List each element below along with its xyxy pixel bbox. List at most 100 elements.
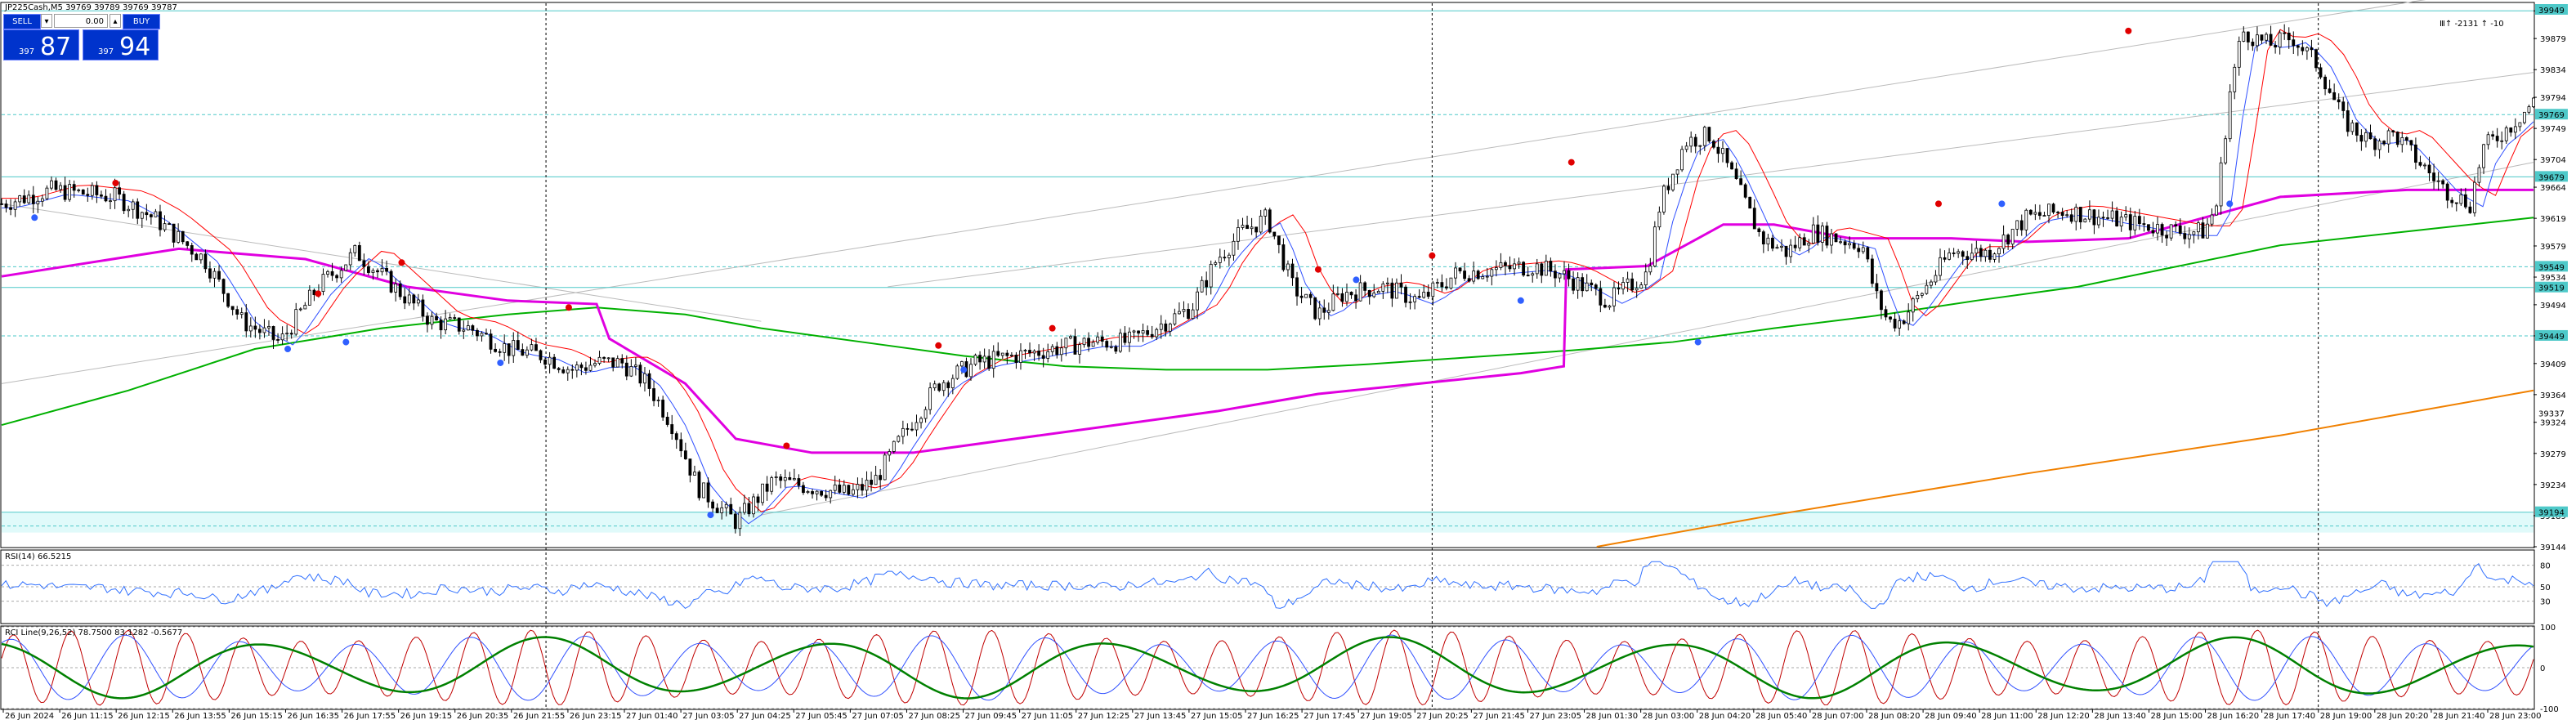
candle-body (856, 484, 860, 490)
candle-body (1581, 277, 1585, 292)
candle-body (1322, 307, 1326, 313)
sell-price-box[interactable]: 397 87 (3, 29, 79, 61)
candle-body (2142, 223, 2146, 226)
candle-body (2056, 212, 2059, 214)
candle-body (1834, 233, 1838, 243)
x-tick-label: 28 Jun 15:00 (2150, 712, 2203, 720)
candle-body (1902, 320, 1906, 324)
candle-body (1028, 350, 1031, 354)
candle-body (915, 422, 919, 431)
candle-body (761, 483, 764, 503)
candle-body (2028, 209, 2033, 215)
x-tick-label: 26 Jun 20:35 (457, 712, 509, 720)
candle-body (466, 325, 470, 331)
green-moving-average (1, 217, 2534, 427)
candle-body (806, 491, 810, 494)
candle-body (2355, 122, 2359, 136)
price-tag (2535, 261, 2568, 272)
candle-body (1880, 290, 1883, 311)
candle-body (1019, 350, 1022, 364)
candle-body (861, 484, 864, 491)
candle-body (620, 358, 624, 364)
sell-button[interactable]: SELL (3, 14, 41, 29)
x-tick-label: 27 Jun 12:25 (1078, 712, 1130, 720)
candle-body (1014, 355, 1018, 364)
candle-body (1517, 262, 1521, 265)
x-tick-label: 26 Jun 23:15 (570, 712, 622, 720)
candle-body (471, 325, 475, 331)
candle-body (122, 194, 126, 212)
candle-body (453, 317, 457, 319)
candle-body (1558, 273, 1562, 279)
candle-body (485, 333, 488, 335)
candle-body (1504, 262, 1507, 266)
price-tag (2535, 281, 2568, 293)
candle-body (294, 309, 298, 335)
candle-body (2482, 144, 2485, 168)
candle-body (45, 187, 49, 199)
candle-body (2201, 222, 2205, 239)
candle-body (330, 271, 334, 276)
candle-body (376, 270, 379, 273)
candle-body (1907, 311, 1911, 324)
candle-body (145, 212, 149, 216)
swing-high-dot (783, 442, 790, 449)
candle-body (1590, 282, 1594, 286)
lot-increase-button[interactable]: ▴ (110, 14, 121, 28)
candle-body (1870, 258, 1874, 284)
candle-body (1114, 346, 1118, 352)
candle-body (2169, 224, 2173, 239)
candle-body (512, 340, 516, 356)
candle-body (2319, 67, 2323, 78)
candle-body (1363, 282, 1367, 291)
candle-body (597, 356, 602, 364)
candle-body (1000, 352, 1004, 356)
candle-body (1761, 231, 1765, 245)
swing-high-dot (935, 342, 942, 349)
candle-body (2051, 203, 2055, 213)
candle-body (2147, 224, 2150, 231)
candle-body (226, 293, 230, 307)
candle-body (1168, 324, 1172, 332)
candle-body (1948, 253, 1951, 260)
candle-body (1313, 297, 1317, 320)
candle-body (2092, 209, 2096, 226)
candle-body (2400, 136, 2404, 145)
candle-body (892, 440, 896, 452)
candle-body (1816, 224, 1820, 243)
price-tag-label: 39194 (2538, 509, 2565, 518)
price-tag (2535, 407, 2568, 418)
lot-size-input[interactable]: 0.00 (54, 14, 108, 28)
candle-body (276, 339, 280, 341)
candle-body (752, 496, 755, 515)
lot-decrease-button[interactable]: ▾ (41, 14, 52, 28)
candle-body (1707, 127, 1711, 142)
candle-body (924, 409, 928, 419)
candle-body (1594, 284, 1598, 289)
candle-body (738, 512, 742, 530)
candle-body (1137, 330, 1140, 334)
orange-moving-average (1596, 389, 2534, 548)
candle-body (2450, 199, 2454, 203)
candle-body (2269, 34, 2273, 46)
candle-body (2504, 127, 2508, 141)
candle-body (1608, 305, 1612, 308)
candle-body (2368, 132, 2373, 140)
candle-body (507, 343, 511, 356)
candle-body (1237, 226, 1240, 242)
buy-price-box[interactable]: 397 94 (83, 29, 159, 61)
candle-body (525, 349, 529, 356)
candle-body (262, 327, 266, 333)
candle-body (2233, 66, 2237, 92)
candle-body (2486, 134, 2490, 145)
range-band (2, 512, 2534, 533)
candle-body (1123, 333, 1127, 343)
candle-body (81, 189, 85, 195)
candle-body (426, 315, 429, 325)
candle-body (1540, 263, 1544, 276)
candle-body (2265, 34, 2268, 41)
price-tag (2535, 506, 2568, 517)
candle-body (1789, 244, 1793, 257)
candle-body (2196, 222, 2200, 233)
buy-button[interactable]: BUY (123, 14, 160, 29)
